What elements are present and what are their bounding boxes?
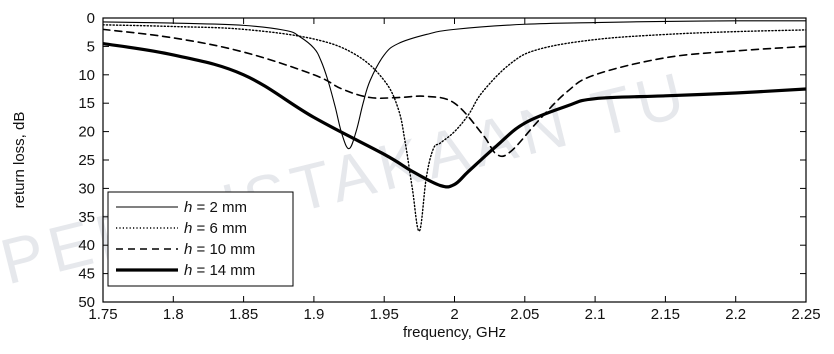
y-tick-label: 20 — [78, 124, 95, 141]
legend-label-variable: h — [184, 220, 192, 237]
legend-label-variable: h — [184, 262, 192, 279]
legend: h = 2 mmh = 6 mmh = 10 mmh = 14 mm — [107, 191, 294, 287]
series-line-4 — [103, 41, 806, 189]
legend-label-3: h = 10 mm — [184, 241, 255, 258]
y-tick-label: 25 — [78, 152, 95, 169]
x-tick-label: 2.25 — [791, 306, 820, 323]
y-tick-label: 15 — [78, 95, 95, 112]
legend-label-value: = 6 mm — [192, 220, 247, 237]
y-tick-label: 10 — [78, 67, 95, 84]
x-tick-label: 1.8 — [163, 306, 184, 323]
legend-label-2: h = 6 mm — [184, 220, 247, 237]
y-tick-label: 35 — [78, 209, 95, 226]
x-tick-label: 1.95 — [370, 306, 399, 323]
x-tick-label: 1.85 — [229, 306, 258, 323]
x-tick-label: 2.2 — [725, 306, 746, 323]
x-tick-label: 2 — [450, 306, 458, 323]
x-tick-label: 2.1 — [585, 306, 606, 323]
y-axis-label: return loss, dB — [11, 112, 28, 209]
legend-label-variable: h — [184, 199, 192, 216]
legend-label-value: = 2 mm — [192, 199, 247, 216]
series-line-1 — [103, 20, 806, 150]
legend-label-value: = 10 mm — [192, 241, 255, 258]
y-tick-label: 30 — [78, 180, 95, 197]
x-tick-label: 1.75 — [88, 306, 117, 323]
legend-label-4: h = 14 mm — [184, 262, 255, 279]
series-line-2 — [103, 24, 806, 232]
watermark-text: PERPUSTAKAAN TU — [0, 57, 696, 298]
x-tick-label: 1.9 — [303, 306, 324, 323]
y-tick-label: 0 — [87, 10, 95, 27]
x-tick-label: 2.15 — [651, 306, 680, 323]
series-line-3 — [103, 28, 806, 158]
legend-label-value: = 14 mm — [192, 262, 255, 279]
legend-label-variable: h — [184, 241, 192, 258]
x-axis-label: frequency, GHz — [403, 324, 506, 341]
y-tick-label: 5 — [87, 38, 95, 55]
x-tick-label: 2.05 — [510, 306, 539, 323]
plot-area: 1.75 1.8 1.85 1.9 1.95 2 2.05 2.1 2.15 2.2 2.25 0 5 1… — [78, 10, 820, 323]
y-tick-label: 50 — [78, 294, 95, 311]
y-tick-label: 40 — [78, 237, 95, 254]
legend-label-1: h = 2 mm — [184, 199, 247, 216]
y-tick-label: 45 — [78, 266, 95, 283]
